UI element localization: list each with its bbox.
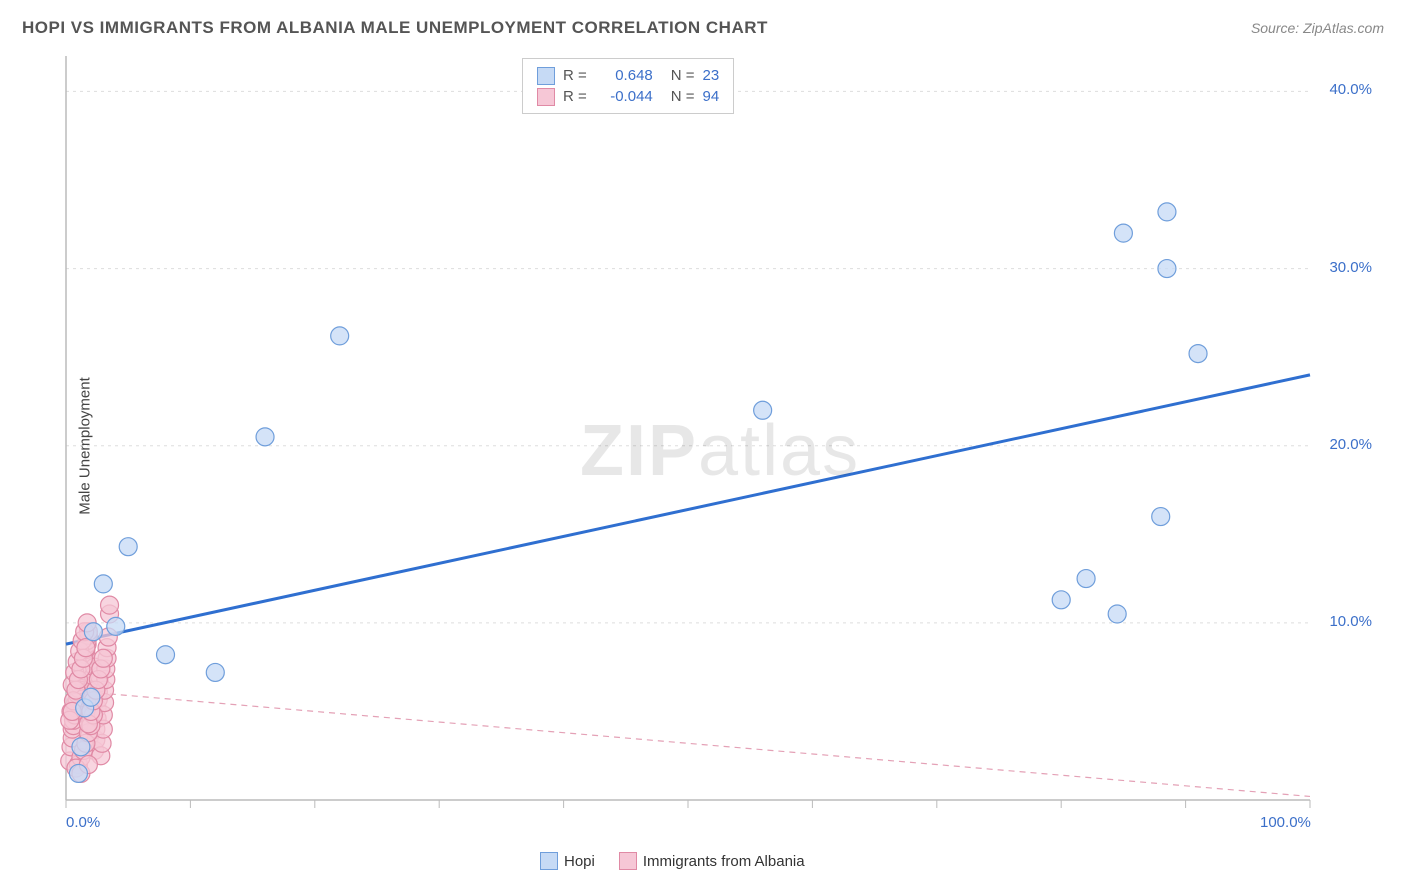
- legend-r-value: 0.648: [595, 65, 653, 86]
- legend-swatch: [537, 88, 555, 106]
- legend-n-value: 23: [703, 65, 720, 86]
- x-tick-label: 0.0%: [66, 814, 100, 831]
- legend-swatch: [619, 852, 637, 870]
- chart-area: ZIPatlas R =0.648N =23R =-0.044N =94 Hop…: [60, 50, 1380, 848]
- legend-series: Hopi Immigrants from Albania: [540, 852, 805, 870]
- legend-stats-row: R = -0.044 N = 94: [537, 86, 719, 107]
- legend-r-value: -0.044: [595, 86, 653, 107]
- chart-source: Source: ZipAtlas.com: [1251, 20, 1384, 36]
- legend-series-label: Immigrants from Albania: [643, 853, 805, 870]
- legend-stats: R = 0.648 N = 23 R = -0.044 N = 94: [522, 58, 734, 114]
- y-tick-label: 30.0%: [1329, 259, 1372, 276]
- y-tick-label: 10.0%: [1329, 613, 1372, 630]
- legend-series-label: Hopi: [564, 853, 595, 870]
- legend-swatch: [537, 67, 555, 85]
- legend-n-label: N =: [671, 86, 695, 107]
- y-tick-label: 20.0%: [1329, 436, 1372, 453]
- chart-header: HOPI VS IMMIGRANTS FROM ALBANIA MALE UNE…: [22, 18, 1384, 38]
- legend-series-item: Hopi: [540, 852, 595, 870]
- legend-swatch: [540, 852, 558, 870]
- legend-r-label: R =: [563, 86, 587, 107]
- y-tick-label: 40.0%: [1329, 81, 1372, 98]
- legend-r-label: R =: [563, 65, 587, 86]
- legend-stats-row: R = 0.648 N = 23: [537, 65, 719, 86]
- legend-n-label: N =: [671, 65, 695, 86]
- chart-title: HOPI VS IMMIGRANTS FROM ALBANIA MALE UNE…: [22, 18, 768, 38]
- legend-series-item: Immigrants from Albania: [619, 852, 805, 870]
- x-tick-label: 100.0%: [1260, 814, 1311, 831]
- scatter-plot: [60, 50, 1380, 848]
- legend-n-value: 94: [703, 86, 720, 107]
